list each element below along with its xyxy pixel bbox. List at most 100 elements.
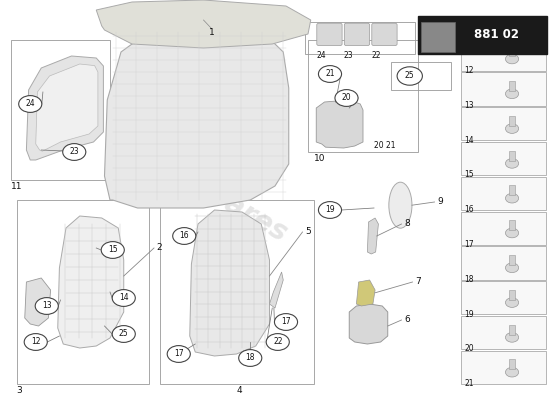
Text: 1: 1	[209, 28, 214, 37]
Text: 21: 21	[325, 70, 335, 78]
Text: 24: 24	[25, 100, 35, 108]
Bar	[160, 200, 314, 384]
Circle shape	[19, 96, 42, 112]
Text: 17: 17	[281, 318, 291, 326]
Circle shape	[505, 124, 519, 134]
Bar	[461, 142, 546, 175]
Polygon shape	[367, 218, 378, 254]
Text: 18: 18	[464, 275, 474, 284]
Bar	[461, 177, 546, 210]
Text: 23: 23	[344, 51, 353, 60]
Polygon shape	[96, 0, 311, 48]
Text: 24: 24	[316, 51, 326, 60]
Text: 3: 3	[16, 386, 22, 395]
Text: 7: 7	[415, 278, 421, 286]
Circle shape	[505, 158, 519, 168]
Text: 25: 25	[405, 72, 415, 80]
Text: 2: 2	[157, 244, 162, 252]
Text: 4: 4	[236, 386, 242, 395]
FancyBboxPatch shape	[372, 23, 397, 46]
Circle shape	[112, 326, 135, 342]
Text: 16: 16	[179, 232, 189, 240]
Circle shape	[335, 90, 358, 106]
Text: 18: 18	[245, 354, 255, 362]
Circle shape	[505, 263, 519, 273]
Bar	[308, 40, 418, 152]
Polygon shape	[58, 216, 124, 348]
Text: 14: 14	[119, 294, 129, 302]
Text: eurospares: eurospares	[126, 136, 292, 248]
Circle shape	[397, 67, 422, 85]
Text: 20 21: 20 21	[374, 142, 395, 150]
Circle shape	[239, 350, 262, 366]
Circle shape	[274, 314, 298, 330]
Bar	[418, 16, 547, 54]
Text: 13: 13	[42, 302, 52, 310]
Bar	[509, 46, 515, 56]
Text: a passion for parts since 1985: a passion for parts since 1985	[128, 108, 268, 196]
Polygon shape	[190, 210, 270, 356]
Text: 881 02: 881 02	[474, 28, 519, 42]
Text: 16: 16	[464, 205, 474, 214]
Circle shape	[505, 298, 519, 307]
Polygon shape	[356, 280, 375, 306]
Bar	[16, 200, 148, 384]
Circle shape	[101, 242, 124, 258]
Bar	[509, 255, 515, 265]
Bar	[509, 81, 515, 91]
Circle shape	[24, 334, 47, 350]
Bar	[509, 325, 515, 334]
Text: 19: 19	[464, 310, 474, 318]
Circle shape	[167, 346, 190, 362]
Bar	[421, 22, 455, 52]
Bar	[11, 40, 110, 180]
Polygon shape	[270, 272, 283, 308]
Bar	[461, 107, 546, 140]
Circle shape	[318, 202, 342, 218]
Circle shape	[505, 228, 519, 238]
Bar	[461, 38, 546, 71]
Circle shape	[266, 334, 289, 350]
Text: 22: 22	[273, 338, 283, 346]
Text: 25: 25	[119, 330, 129, 338]
Polygon shape	[104, 16, 289, 208]
Bar	[509, 186, 515, 196]
Bar	[509, 150, 515, 160]
Circle shape	[63, 144, 86, 160]
Text: 5: 5	[305, 228, 311, 236]
Text: 22: 22	[371, 51, 381, 60]
Bar	[509, 290, 515, 300]
Text: 11: 11	[11, 182, 23, 191]
Text: 15: 15	[464, 170, 474, 179]
Bar	[509, 220, 515, 230]
Circle shape	[505, 54, 519, 64]
Bar	[461, 281, 546, 314]
FancyBboxPatch shape	[344, 23, 370, 46]
Circle shape	[173, 228, 196, 244]
Bar	[461, 246, 546, 280]
Bar	[509, 116, 515, 126]
Text: 23: 23	[69, 148, 79, 156]
Text: 9: 9	[437, 198, 443, 206]
Text: 14: 14	[464, 136, 474, 144]
Ellipse shape	[389, 182, 412, 228]
Text: 19: 19	[325, 206, 335, 214]
Bar	[509, 359, 515, 370]
Circle shape	[505, 367, 519, 377]
Bar	[461, 212, 546, 245]
Polygon shape	[36, 64, 98, 151]
Text: 13: 13	[464, 101, 474, 110]
Bar	[461, 351, 546, 384]
Polygon shape	[316, 100, 363, 148]
Circle shape	[112, 290, 135, 306]
Bar	[390, 62, 451, 90]
Text: 8: 8	[404, 220, 410, 228]
Circle shape	[505, 193, 519, 203]
Circle shape	[505, 89, 519, 99]
Circle shape	[35, 298, 58, 314]
Bar	[461, 316, 546, 349]
Text: 17: 17	[464, 240, 474, 249]
Polygon shape	[25, 278, 51, 326]
Text: 20: 20	[464, 344, 474, 354]
Text: 12: 12	[31, 338, 41, 346]
